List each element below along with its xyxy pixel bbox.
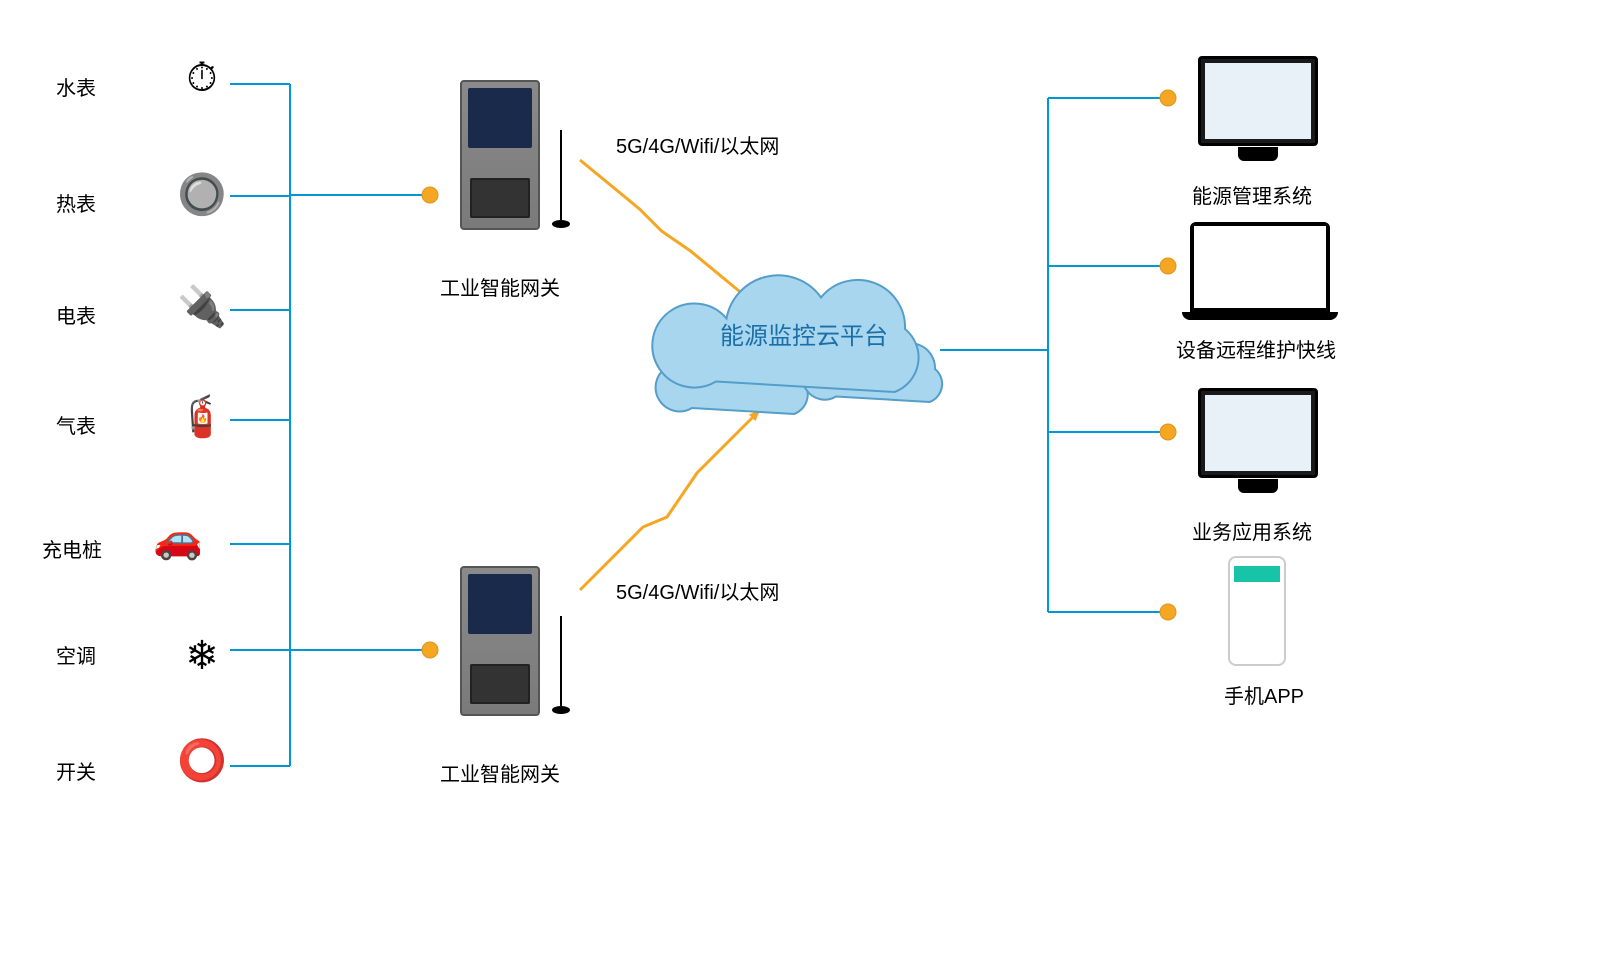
heat-meter-label: 热表 (56, 188, 96, 217)
gateway-2-label: 工业智能网关 (440, 758, 560, 787)
aircon-icon: ❄ (172, 626, 232, 686)
power-meter-icon: 🔌 (172, 276, 232, 336)
gateway-2-icon (460, 566, 540, 716)
gateway-1-icon (460, 80, 540, 230)
heat-meter-icon: 🔘 (172, 164, 232, 224)
gateway-2-antenna-icon (560, 616, 562, 706)
remote-label: 设备远程维护快线 (1176, 334, 1336, 363)
aircon-label: 空调 (56, 640, 96, 669)
app-icon (1228, 556, 1286, 666)
gas-meter-label: 气表 (56, 410, 96, 439)
water-meter-icon: ⏱ (172, 48, 232, 108)
charger-icon: 🚗 (148, 508, 208, 568)
water-meter-label: 水表 (56, 72, 96, 101)
gateway-1-label: 工业智能网关 (440, 272, 560, 301)
switch-icon: ⭕ (172, 730, 232, 790)
power-meter-label: 电表 (56, 300, 96, 329)
biz-icon (1198, 388, 1318, 478)
ems-icon (1198, 56, 1318, 146)
gas-meter-icon: 🧯 (172, 386, 232, 446)
app-label: 手机APP (1224, 680, 1304, 709)
ems-label: 能源管理系统 (1192, 180, 1312, 209)
gateway-1-antenna-icon (560, 130, 562, 220)
charger-label: 充电桩 (42, 534, 102, 563)
connection-label-1: 5G/4G/Wifi/以太网 (616, 576, 779, 605)
switch-label: 开关 (56, 756, 96, 785)
biz-label: 业务应用系统 (1192, 516, 1312, 545)
connection-label-0: 5G/4G/Wifi/以太网 (616, 130, 779, 159)
connector-layer: 能源监控云平台 (0, 0, 1597, 963)
remote-icon (1190, 222, 1330, 312)
cloud-label: 能源监控云平台 (720, 323, 888, 350)
